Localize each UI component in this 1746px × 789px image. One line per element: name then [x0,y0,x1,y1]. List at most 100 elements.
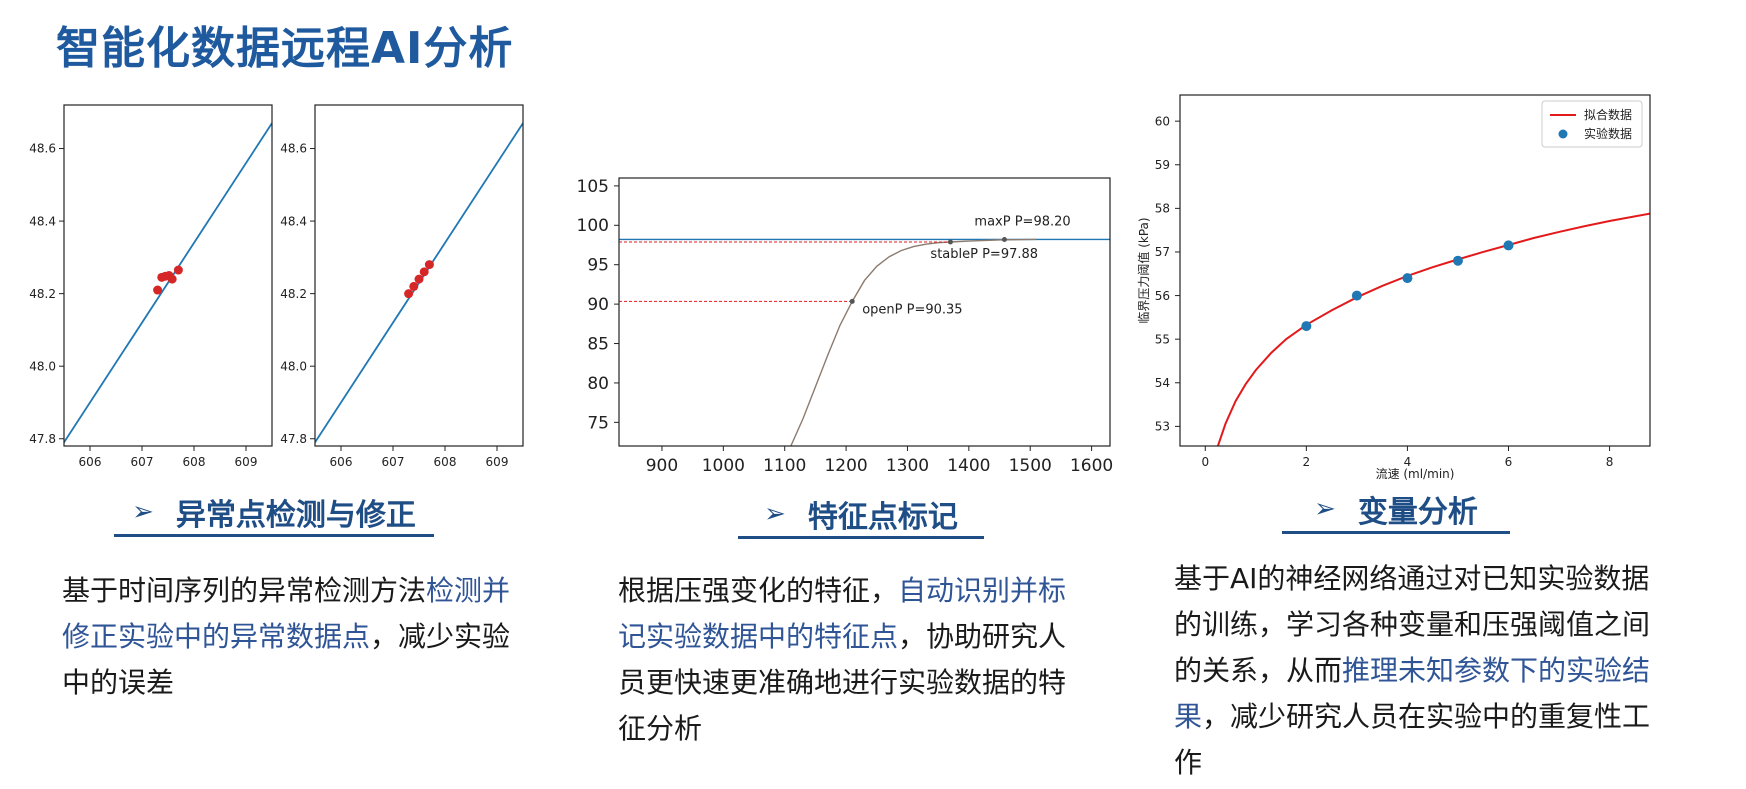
y-tick-label: 47.8 [29,432,56,446]
y-tick-label: 48.2 [280,287,307,301]
arrow-bullet-icon: ➢ [764,499,786,529]
feature-point [849,298,855,304]
x-tick-label: 1200 [824,456,867,476]
outlier-point [167,274,177,284]
x-tick-label: 608 [434,455,457,469]
outlier-point [409,281,419,291]
y-axis-label: 临界压力阈值 (kPa) [1136,217,1151,323]
y-tick-label: 85 [587,334,609,354]
description-text: ，减少实验中的误差 [62,620,511,699]
fit-curve [1216,212,1650,446]
y-tick-label: 53 [1155,420,1170,434]
x-tick-label: 8 [1606,455,1614,469]
y-tick-label: 59 [1155,158,1170,172]
x-tick-label: 1400 [947,456,990,476]
x-tick-label: 4 [1404,455,1412,469]
legend-label: 拟合数据 [1584,107,1632,122]
x-tick-label: 0 [1201,455,1209,469]
outlier-point [419,267,429,277]
section-heading-feature-points: ➢ 特征点标记 [738,492,984,539]
feature-point [947,239,953,245]
x-axis-label: 流速 (ml/min) [1376,467,1455,481]
feature-point-label: stableP P=97.88 [930,247,1038,262]
x-tick-label: 609 [235,455,258,469]
highlighted-text: 自动识别并标记实验数据中的特征点 [618,574,1067,653]
y-tick-label: 100 [577,216,609,236]
y-tick-label: 48.0 [280,359,307,373]
x-tick-label: 606 [79,455,102,469]
section-description: 基于AI的神经网络通过对已知实验数据的训练，学习各种变量和压强阈值之间的关系，从… [1174,556,1674,786]
x-tick-label: 606 [330,455,353,469]
plot-frame [1179,94,1651,447]
experiment-point [1301,321,1312,332]
x-tick-label: 1500 [1009,456,1052,476]
y-tick-label: 48.4 [280,214,307,228]
outlier-point [173,265,183,275]
y-tick-label: 95 [587,256,609,276]
highlighted-text: 检测并修正实验中的异常数据点 [62,574,511,653]
legend-point-swatch [1558,129,1568,139]
y-tick-label: 48.0 [29,359,56,373]
y-tick-label: 47.8 [280,432,307,446]
x-tick-label: 1100 [763,456,806,476]
y-tick-label: 54 [1155,376,1170,390]
y-tick-label: 57 [1155,245,1170,259]
plot-series-group [619,236,1110,446]
y-tick-label: 48.2 [29,287,56,301]
plot-frame [63,104,273,447]
arrow-bullet-icon: ➢ [132,497,154,527]
section-heading-label: 变量分析 [1357,495,1478,530]
outlier-point [424,260,434,270]
plot-series-group [64,122,272,443]
outlier-point [153,285,163,295]
plot-frame [314,104,524,447]
feature-point-label: maxP P=98.20 [974,214,1070,229]
x-tick-label: 1600 [1070,456,1113,476]
series-line [64,122,272,443]
experiment-point [1503,240,1514,251]
section-heading-variable-analysis: ➢ 变量分析 [1282,487,1510,534]
description-text: 基于AI的神经网络通过对已知实验数据的训练，学习各种变量和压强阈值之间的关系，从… [1174,562,1651,687]
description-text: 根据压强变化的特征， [618,574,899,607]
section-heading-label: 特征点标记 [807,500,958,535]
pressure-curve [790,238,1037,446]
x-tick-label: 607 [382,455,405,469]
feature-point [1001,236,1007,242]
section-heading-label: 异常点检测与修正 [175,498,416,533]
y-tick-label: 48.4 [29,214,56,228]
x-tick-label: 1300 [886,456,929,476]
highlighted-text: 推理未知参数下的实验结果 [1174,654,1651,733]
x-tick-label: 608 [183,455,206,469]
y-tick-label: 90 [587,295,609,315]
legend-label: 实验数据 [1584,126,1632,141]
experiment-point [1402,273,1413,284]
y-tick-label: 48.6 [29,142,56,156]
x-tick-label: 6 [1505,455,1513,469]
y-tick-label: 60 [1155,114,1170,128]
section-description: 根据压强变化的特征，自动识别并标记实验数据中的特征点，协助研究人员更快速更准确地… [618,568,1088,752]
y-tick-label: 55 [1155,332,1170,346]
x-tick-label: 900 [646,456,678,476]
plot-series-group [1216,212,1650,446]
y-tick-label: 56 [1155,289,1170,303]
x-tick-label: 609 [486,455,509,469]
section-description: 基于时间序列的异常检测方法检测并修正实验中的异常数据点，减少实验中的误差 [62,568,532,706]
y-tick-label: 48.6 [280,142,307,156]
y-tick-label: 80 [587,374,609,394]
experiment-point [1351,290,1362,301]
arrow-bullet-icon: ➢ [1314,494,1336,524]
y-tick-label: 58 [1155,202,1170,216]
outlier-point [414,274,424,284]
feature-point-label: openP P=90.35 [862,302,962,317]
section-heading-anomaly: ➢ 异常点检测与修正 [114,490,434,537]
page-title: 智能化数据远程AI分析 [56,23,514,74]
plot-frame [618,177,1111,447]
x-tick-label: 2 [1303,455,1311,469]
y-tick-label: 105 [577,177,609,197]
x-tick-label: 1000 [702,456,745,476]
chart-legend [1541,100,1643,148]
experiment-point [1452,255,1463,266]
y-tick-label: 75 [587,413,609,433]
outlier-point [404,289,414,299]
